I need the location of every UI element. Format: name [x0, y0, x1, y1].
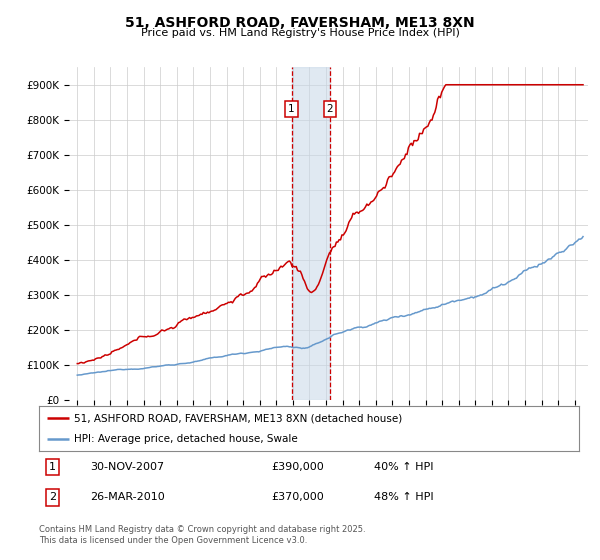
Text: 51, ASHFORD ROAD, FAVERSHAM, ME13 8XN: 51, ASHFORD ROAD, FAVERSHAM, ME13 8XN [125, 16, 475, 30]
Text: 40% ↑ HPI: 40% ↑ HPI [374, 462, 433, 472]
Bar [292, 67, 330, 400]
Text: 2: 2 [326, 104, 333, 114]
Text: Contains HM Land Registry data © Crown copyright and database right 2025.
This d: Contains HM Land Registry data © Crown c… [39, 525, 365, 545]
Text: 1: 1 [288, 104, 295, 114]
Text: 26-MAR-2010: 26-MAR-2010 [90, 492, 165, 502]
Text: 48% ↑ HPI: 48% ↑ HPI [374, 492, 433, 502]
Text: 30-NOV-2007: 30-NOV-2007 [90, 462, 164, 472]
Text: £370,000: £370,000 [271, 492, 324, 502]
Text: HPI: Average price, detached house, Swale: HPI: Average price, detached house, Swal… [74, 433, 298, 444]
Text: Price paid vs. HM Land Registry's House Price Index (HPI): Price paid vs. HM Land Registry's House … [140, 28, 460, 38]
Text: 1: 1 [49, 462, 56, 472]
Text: 2: 2 [49, 492, 56, 502]
Text: £390,000: £390,000 [271, 462, 324, 472]
Text: 51, ASHFORD ROAD, FAVERSHAM, ME13 8XN (detached house): 51, ASHFORD ROAD, FAVERSHAM, ME13 8XN (d… [74, 413, 403, 423]
